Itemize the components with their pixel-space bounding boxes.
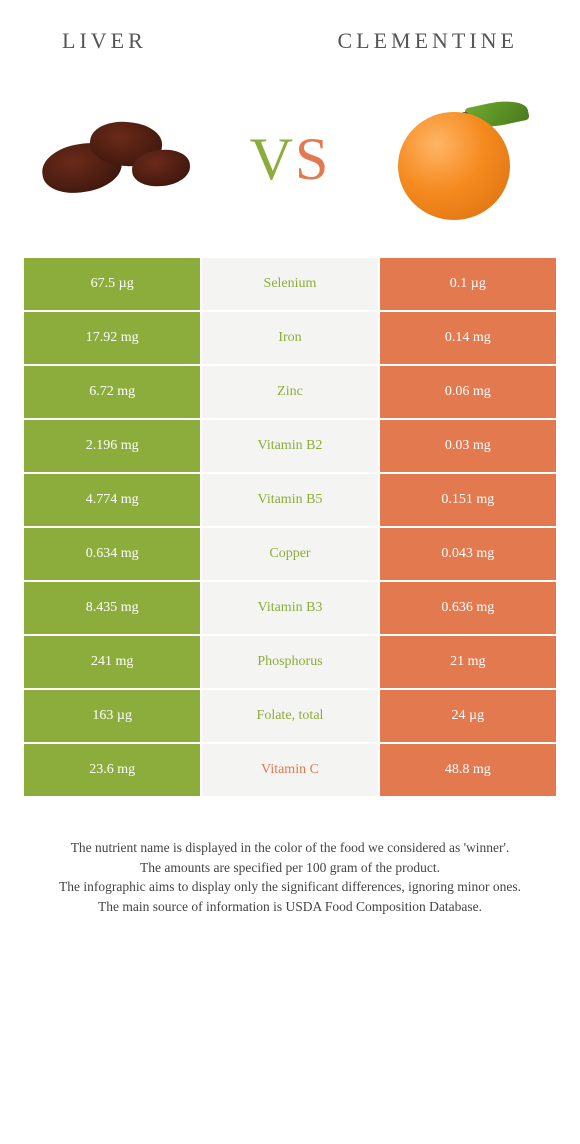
table-row: 17.92 mgIron0.14 mg xyxy=(24,312,556,364)
nutrient-table: 67.5 µgSelenium0.1 µg17.92 mgIron0.14 mg… xyxy=(24,258,556,796)
value-left: 163 µg xyxy=(24,690,200,742)
nutrient-name: Folate, total xyxy=(202,690,377,742)
nutrient-name: Vitamin C xyxy=(202,744,377,796)
table-row: 6.72 mgZinc0.06 mg xyxy=(24,366,556,418)
table-row: 241 mgPhosphorus21 mg xyxy=(24,636,556,688)
footer-line: The infographic aims to display only the… xyxy=(34,877,546,897)
infographic-page: LIVER CLEMENTINE V S 67.5 µgSelenium0.1 … xyxy=(0,0,580,940)
value-left: 67.5 µg xyxy=(24,258,200,310)
nutrient-name: Vitamin B5 xyxy=(202,474,377,526)
value-right: 0.043 mg xyxy=(380,528,556,580)
nutrient-name: Copper xyxy=(202,528,377,580)
value-right: 24 µg xyxy=(380,690,556,742)
value-left: 6.72 mg xyxy=(24,366,200,418)
footer-line: The main source of information is USDA F… xyxy=(34,897,546,917)
value-right: 48.8 mg xyxy=(380,744,556,796)
nutrient-name: Phosphorus xyxy=(202,636,377,688)
value-left: 17.92 mg xyxy=(24,312,200,364)
nutrient-name: Iron xyxy=(202,312,377,364)
footer-notes: The nutrient name is displayed in the co… xyxy=(24,838,556,916)
table-row: 4.774 mgVitamin B50.151 mg xyxy=(24,474,556,526)
value-right: 0.636 mg xyxy=(380,582,556,634)
value-left: 23.6 mg xyxy=(24,744,200,796)
value-right: 0.14 mg xyxy=(380,312,556,364)
liver-image xyxy=(32,94,202,224)
vs-s: S xyxy=(295,125,330,194)
value-left: 241 mg xyxy=(24,636,200,688)
table-row: 67.5 µgSelenium0.1 µg xyxy=(24,258,556,310)
title-left: LIVER xyxy=(62,28,147,54)
vs-v: V xyxy=(250,125,295,194)
nutrient-name: Selenium xyxy=(202,258,377,310)
clementine-icon xyxy=(388,94,538,224)
value-left: 4.774 mg xyxy=(24,474,200,526)
vs-label: V S xyxy=(250,125,331,194)
hero-row: V S xyxy=(24,94,556,224)
nutrient-name: Vitamin B2 xyxy=(202,420,377,472)
liver-icon xyxy=(42,114,192,204)
table-row: 163 µgFolate, total24 µg xyxy=(24,690,556,742)
table-row: 23.6 mgVitamin C48.8 mg xyxy=(24,744,556,796)
value-left: 0.634 mg xyxy=(24,528,200,580)
nutrient-name: Zinc xyxy=(202,366,377,418)
footer-line: The amounts are specified per 100 gram o… xyxy=(34,858,546,878)
value-right: 0.06 mg xyxy=(380,366,556,418)
value-right: 0.1 µg xyxy=(380,258,556,310)
title-row: LIVER CLEMENTINE xyxy=(24,24,556,54)
clementine-image xyxy=(378,94,548,224)
value-right: 21 mg xyxy=(380,636,556,688)
value-right: 0.151 mg xyxy=(380,474,556,526)
title-right: CLEMENTINE xyxy=(337,28,518,54)
value-left: 8.435 mg xyxy=(24,582,200,634)
value-right: 0.03 mg xyxy=(380,420,556,472)
footer-line: The nutrient name is displayed in the co… xyxy=(34,838,546,858)
nutrient-name: Vitamin B3 xyxy=(202,582,377,634)
value-left: 2.196 mg xyxy=(24,420,200,472)
table-row: 0.634 mgCopper0.043 mg xyxy=(24,528,556,580)
table-row: 2.196 mgVitamin B20.03 mg xyxy=(24,420,556,472)
table-row: 8.435 mgVitamin B30.636 mg xyxy=(24,582,556,634)
